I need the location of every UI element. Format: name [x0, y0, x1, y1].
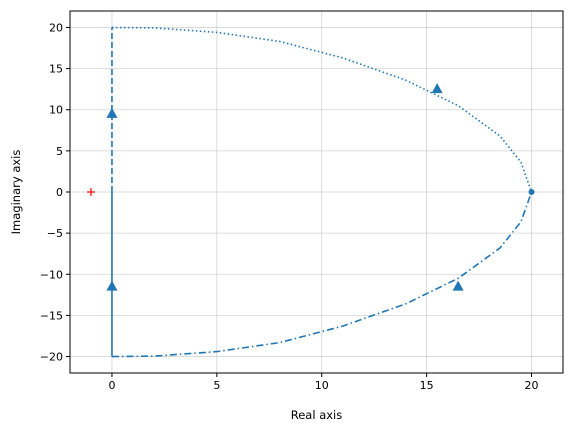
- y-axis-label: Imaginary axis: [9, 150, 23, 235]
- y-tick-label: −5: [47, 227, 63, 240]
- y-tick-label: 10: [49, 104, 63, 117]
- y-tick-label: 20: [49, 21, 63, 34]
- y-tick-label: 5: [56, 145, 63, 158]
- y-tick-label: −15: [40, 309, 63, 322]
- x-tick-label: 10: [315, 379, 329, 392]
- x-tick-label: 5: [213, 379, 220, 392]
- critical-point-marker: [86, 188, 95, 196]
- nyquist-curve-dashdot: [111, 191, 533, 358]
- direction-arrow: [106, 280, 118, 291]
- end-point-marker: [528, 189, 535, 195]
- direction-arrow: [106, 107, 118, 118]
- grid-lines: [70, 11, 563, 373]
- y-tick-label: −10: [40, 268, 63, 281]
- y-tick-label: −20: [40, 351, 63, 364]
- x-tick-label: 20: [525, 379, 539, 392]
- x-tick-label: 15: [420, 379, 434, 392]
- direction-arrow: [452, 280, 464, 291]
- x-tick-label: 0: [108, 379, 115, 392]
- axis-ticks: 0 5 10 15 20 −20 −15 −10 −5 0 5 10 15 20: [40, 21, 539, 392]
- direction-arrows: [86, 83, 535, 291]
- x-axis-label: Real axis: [291, 408, 343, 422]
- direction-arrow: [431, 83, 443, 94]
- y-tick-label: 15: [49, 63, 63, 76]
- y-tick-label: 0: [56, 186, 63, 199]
